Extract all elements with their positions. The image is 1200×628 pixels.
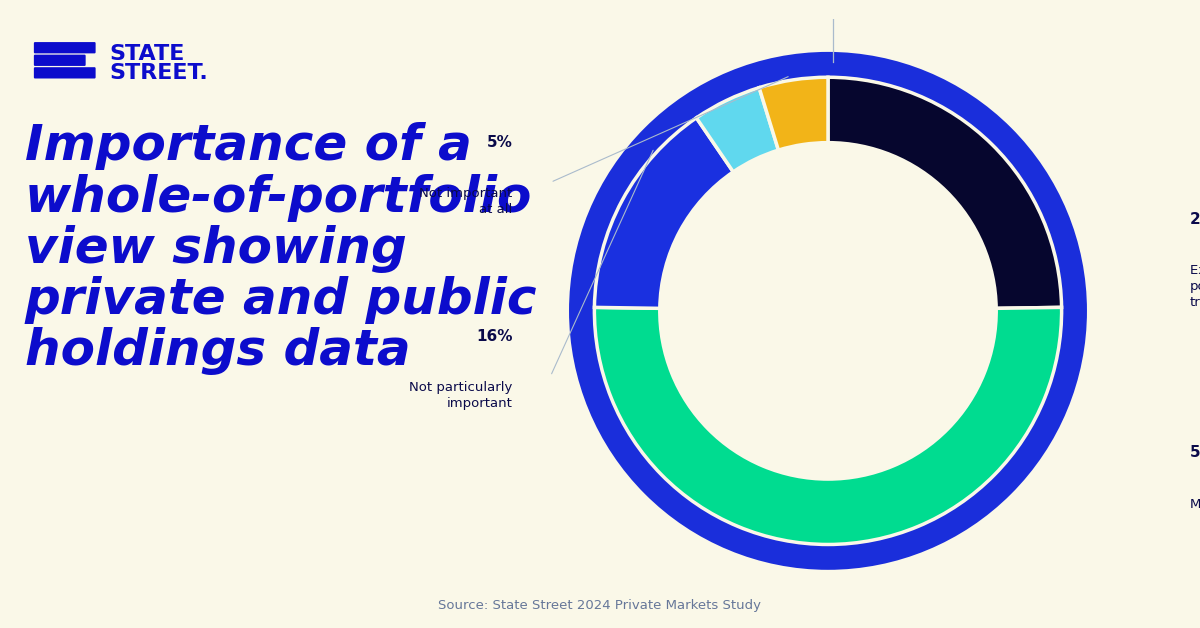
Text: Not particularly
important: Not particularly important	[409, 381, 512, 410]
Text: 5%: 5%	[487, 134, 512, 149]
Text: STATE: STATE	[109, 44, 185, 64]
Text: 16%: 16%	[476, 328, 512, 344]
Text: 53%: 53%	[1190, 445, 1200, 460]
Wedge shape	[594, 118, 733, 308]
Text: Importance of a
whole-of-portfolio
view showing
private and public
holdings data: Importance of a whole-of-portfolio view …	[25, 122, 538, 375]
Text: Source: State Street 2024 Private Markets Study: Source: State Street 2024 Private Market…	[438, 599, 762, 612]
FancyBboxPatch shape	[34, 67, 96, 78]
Text: Not important
at all: Not important at all	[419, 187, 512, 216]
FancyBboxPatch shape	[34, 42, 96, 53]
Wedge shape	[696, 88, 779, 172]
Text: 26%: 26%	[1190, 212, 1200, 227]
Wedge shape	[594, 307, 1062, 544]
Text: STREET.: STREET.	[109, 63, 209, 83]
Wedge shape	[828, 77, 1062, 308]
FancyBboxPatch shape	[34, 55, 85, 66]
Wedge shape	[760, 77, 828, 150]
Text: Extremely important /
potentially
transformational: Extremely important / potentially transf…	[1190, 264, 1200, 309]
Text: Moderately important: Moderately important	[1190, 498, 1200, 511]
